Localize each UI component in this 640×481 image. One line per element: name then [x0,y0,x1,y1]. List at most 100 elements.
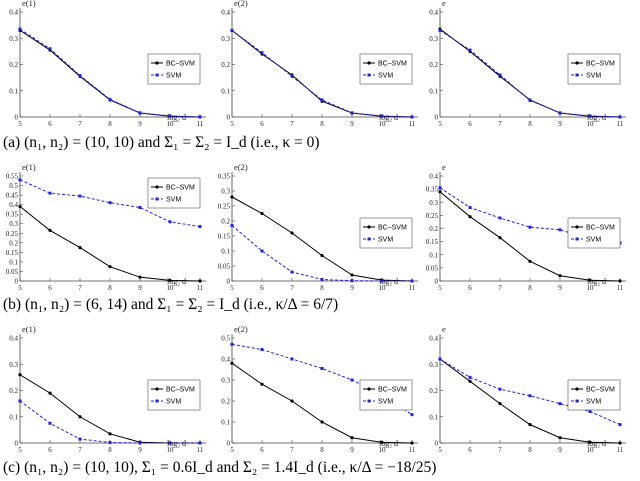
x-axis-label: log₂ d [167,277,186,286]
y-tick-label: 0.1 [429,413,438,421]
y-tick-label: 0.3 [9,361,18,369]
x-tick-label: 11 [197,446,204,454]
x-tick-label: 10 [379,446,387,454]
x-tick-label: 5 [230,446,234,454]
data-point [320,420,324,424]
y-tick-label: 0.25 [218,203,231,211]
y-tick-label: 0.4 [9,335,18,343]
y-tick-label: 0.55 [6,173,19,181]
y-axis-label: e(1) [22,0,36,8]
y-tick-label: 0.3 [429,361,438,369]
x-tick-label: 9 [558,446,562,454]
x-tick-label: 10 [379,284,387,292]
y-tick-label: 0.4 [429,9,438,17]
legend-label: BC–SVM [166,185,195,192]
data-point [168,278,172,283]
data-point [410,441,414,445]
x-tick-label: 5 [18,284,22,292]
data-point [410,115,414,119]
y-tick-label: 0.3 [9,220,18,228]
x-tick-label: 7 [78,120,82,128]
data-point [198,441,202,445]
x-tick-label: 11 [409,446,416,454]
data-point [230,28,234,32]
x-tick-label: 8 [320,120,324,128]
legend-marker [575,237,579,241]
legend-label: BC–SVM [586,225,615,232]
data-point [498,236,502,240]
y-tick-label: 0.15 [6,249,19,257]
legend-label: SVM [586,73,601,80]
data-point [618,441,622,445]
chart-4: e(2) 0 0.05 0.1 0.15 0.2 0.25 0.3 0.35 5 6 7 8 9 10 11 l… [218,162,418,292]
x-tick-label: 8 [108,284,112,292]
legend-marker [575,61,579,65]
x-tick-label: 6 [260,284,264,292]
x-axis-label: log₂ d [379,277,398,286]
data-point [558,111,562,115]
legend-marker [367,387,371,391]
data-point [230,361,234,365]
y-tick-label: 0 [435,278,439,286]
data-point [468,379,472,383]
caption-c: (c) (n₁, n₂) = (10, 10), Σ₁ = 0.6I_d and… [3,459,437,476]
x-tick-label: 10 [167,120,175,128]
legend-label: BC–SVM [166,387,195,394]
x-tick-label: 11 [409,120,416,128]
data-point [320,278,324,281]
x-tick-label: 11 [617,120,624,128]
data-point [588,440,592,444]
y-tick-label: 0.15 [218,233,231,241]
x-tick-label: 5 [18,446,22,454]
data-point [48,421,52,425]
chart-8: e 0 0.1 0.2 0.3 0.4 5 6 7 8 9 10 11 log₂ d BC–SVM SVM [429,324,626,454]
x-tick-label: 7 [290,120,294,128]
y-tick-label: 0.1 [9,413,18,421]
legend-box [567,53,621,85]
x-tick-label: 7 [78,446,82,454]
y-tick-label: 0.2 [9,61,18,69]
legend-marker [155,197,159,201]
data-point [320,253,324,258]
y-tick-label: 0.5 [9,182,18,190]
data-point [468,215,472,219]
data-point [498,73,502,77]
data-point [18,399,22,403]
x-axis-label: log₂ d [379,439,398,448]
legend-marker [367,237,371,241]
y-tick-label: 0.1 [221,248,230,256]
legend-marker [575,73,579,77]
data-point [528,98,532,102]
y-tick-label: 0.2 [221,398,230,406]
y-axis-label: e(2) [234,162,248,172]
x-tick-label: 8 [320,446,324,454]
x-tick-label: 9 [558,284,562,292]
data-point [18,27,22,31]
legend-label: SVM [166,197,181,204]
data-point [260,51,264,55]
x-tick-label: 6 [48,284,52,292]
data-point [290,399,294,403]
y-axis-label: e [442,0,446,8]
y-tick-label: 0.2 [221,218,230,226]
data-point [78,245,82,250]
x-tick-label: 8 [108,446,112,454]
y-axis-label: e(2) [234,324,248,334]
chart-0: e(1) 0 0.1 0.2 0.3 0.4 5 6 7 8 9 10 11 log₂ d BC–SVM SV… [9,0,206,128]
y-tick-label: 0 [15,114,19,122]
x-tick-label: 9 [138,120,142,128]
data-point [290,231,294,235]
x-tick-label: 9 [138,446,142,454]
data-point [78,437,82,441]
legend-label: SVM [586,237,601,244]
y-tick-label: 0.05 [218,263,231,271]
data-point [48,228,52,233]
data-point [528,423,532,427]
legend-box [147,177,201,209]
y-tick-label: 0.2 [429,225,438,233]
data-point [260,382,264,386]
x-tick-label: 8 [320,284,324,292]
data-point [498,216,502,220]
data-point [198,279,202,283]
